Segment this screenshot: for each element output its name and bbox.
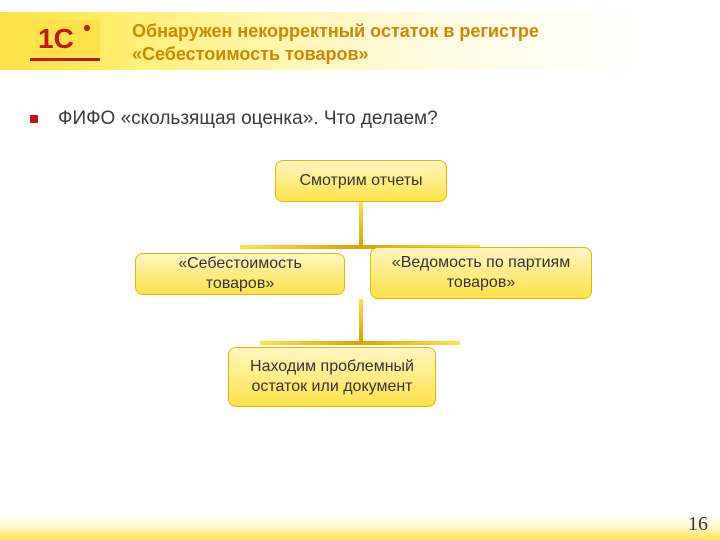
connector-vertical: [359, 202, 363, 247]
flow-node-label: «Ведомость по партиям товаров»: [379, 253, 583, 293]
bullet-row: ФИФО «скользящая оценка». Что делаем?: [30, 108, 438, 130]
connector-vertical: [359, 299, 363, 341]
page-number: 16: [688, 513, 708, 536]
flow-node-right: «Ведомость по партиям товаров»: [370, 247, 592, 299]
flow-node-label: Смотрим отчеты: [299, 171, 422, 191]
flow-node-label: «Себестоимость товаров»: [144, 254, 336, 294]
slide-title: Обнаружен некорректный остаток в регистр…: [132, 20, 632, 65]
bullet-square-icon: [30, 115, 38, 123]
logo-text-icon: 1C: [38, 23, 74, 54]
connector-horizontal: [260, 341, 460, 345]
flow-node-left: «Себестоимость товаров»: [135, 253, 345, 295]
brand-logo: 1C: [30, 20, 100, 64]
flow-node-result: Находим проблемный остаток или документ: [228, 347, 436, 407]
flow-node-label: Находим проблемный остаток или документ: [237, 357, 427, 397]
bullet-text: ФИФО «скользящая оценка». Что делаем?: [58, 108, 438, 130]
footer-band: [0, 514, 720, 540]
flow-diagram: Смотрим отчеты «Себестоимость товаров» «…: [0, 155, 720, 495]
flow-node-root: Смотрим отчеты: [275, 160, 447, 202]
